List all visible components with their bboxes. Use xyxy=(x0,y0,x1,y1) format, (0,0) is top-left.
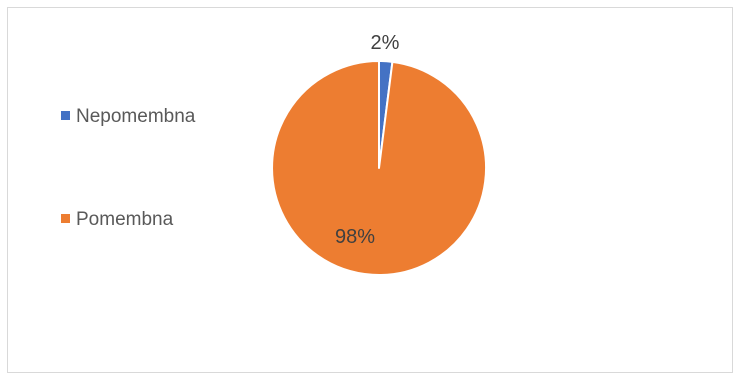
pie-slice-pomembna xyxy=(271,60,488,276)
legend-label-nepomembna: Nepomembna xyxy=(76,106,196,127)
pie-slices xyxy=(271,59,488,276)
legend: Nepomembna Pomembna xyxy=(61,106,196,230)
data-label-pomembna: 98% xyxy=(335,226,375,248)
legend-swatch-pomembna xyxy=(61,214,70,223)
legend-label-pomembna: Pomembna xyxy=(76,209,174,230)
legend-swatch-nepomembna xyxy=(61,111,70,120)
data-label-nepomembna: 2% xyxy=(371,32,400,54)
data-labels: 2% 98% xyxy=(335,32,400,248)
